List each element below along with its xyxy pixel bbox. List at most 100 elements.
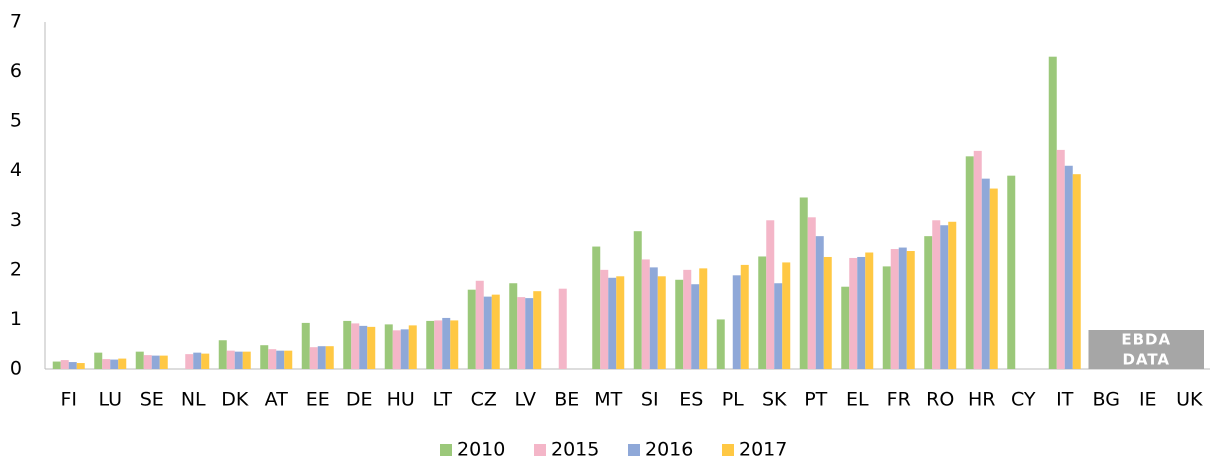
bar: [284, 350, 293, 369]
x-tick-label: EE: [306, 389, 330, 411]
x-tick-label: BG: [1093, 389, 1120, 411]
bar: [400, 329, 409, 369]
x-tick-label: PL: [722, 389, 744, 411]
bar: [94, 352, 103, 369]
bar: [823, 256, 832, 369]
y-tick-label: 7: [10, 11, 22, 33]
bar: [592, 246, 601, 369]
bar: [932, 220, 941, 369]
x-tick-label: SE: [140, 389, 164, 411]
x-tick-label: SI: [641, 389, 659, 411]
x-tick-label: LU: [98, 389, 122, 411]
annotation-text: EBDA: [1121, 331, 1171, 349]
x-tick-label: FR: [887, 389, 911, 411]
bar: [732, 275, 741, 369]
bar: [716, 319, 725, 369]
bar: [467, 289, 476, 369]
bar: [675, 279, 684, 369]
annotation-text: DATA: [1122, 351, 1170, 369]
bar: [558, 288, 567, 369]
bar: [276, 350, 285, 369]
x-tick-label: LT: [432, 389, 452, 411]
bar: [525, 298, 534, 369]
bar: [865, 252, 874, 369]
legend-label: 2015: [551, 439, 599, 461]
legend-label: 2010: [457, 439, 505, 461]
x-tick-label: BE: [554, 389, 579, 411]
bar: [841, 286, 850, 369]
legend-label: 2016: [645, 439, 693, 461]
bar: [1056, 149, 1065, 369]
bar: [483, 296, 492, 369]
x-tick-label: IT: [1056, 389, 1074, 411]
bar: [392, 330, 401, 369]
x-tick-label: RO: [926, 389, 954, 411]
x-tick-label: CY: [1011, 389, 1036, 411]
bar: [193, 352, 202, 369]
bar: [143, 355, 152, 369]
bar: [185, 354, 194, 369]
y-tick-label: 4: [10, 159, 22, 181]
legend-swatch: [628, 444, 640, 456]
bar: [600, 269, 609, 369]
x-tick-label: SK: [762, 389, 787, 411]
bar: [608, 277, 617, 369]
bar: [118, 358, 127, 369]
bar: [110, 359, 119, 369]
x-tick-label: MT: [594, 389, 622, 411]
bar: [1064, 165, 1073, 369]
bar: [517, 297, 526, 369]
bar: [807, 217, 816, 369]
legend-label: 2017: [739, 439, 787, 461]
legend-swatch: [534, 444, 546, 456]
bar: [509, 283, 518, 369]
bar: [60, 360, 69, 369]
x-tick-label: CZ: [471, 389, 497, 411]
bar: [359, 325, 368, 369]
annotation-box: [1088, 330, 1204, 369]
bar: [815, 236, 824, 369]
x-tick-label: NL: [181, 389, 206, 411]
bar: [691, 284, 700, 369]
y-tick-label: 5: [10, 110, 22, 132]
bar: [906, 251, 915, 369]
bar: [758, 256, 767, 369]
bar: [426, 320, 435, 369]
bar: [301, 322, 310, 369]
bar: [973, 150, 982, 369]
bar: [226, 350, 235, 369]
bar: [857, 256, 866, 369]
bar: [641, 259, 650, 369]
x-tick-label: LV: [515, 389, 537, 411]
bar: [799, 197, 808, 369]
bar: [965, 156, 974, 369]
bar: [740, 264, 749, 369]
bar: [898, 247, 907, 369]
bar: [384, 324, 393, 369]
bar: [491, 294, 500, 369]
bar: [1007, 175, 1016, 369]
bar: [309, 347, 318, 369]
bar: [442, 317, 451, 369]
bar: [52, 361, 61, 369]
bar: [325, 346, 334, 369]
bar: [260, 345, 269, 369]
x-tick-label: EL: [846, 389, 869, 411]
bar: [890, 249, 899, 369]
bar: [774, 283, 783, 369]
bar: [616, 276, 625, 369]
x-tick-label: IE: [1139, 389, 1157, 411]
bar: [1072, 174, 1081, 369]
bar: [882, 266, 891, 369]
bar: [102, 359, 111, 369]
x-tick-label: DK: [221, 389, 249, 411]
bar: [408, 325, 417, 369]
bar: [849, 257, 858, 369]
bar: [218, 340, 227, 369]
bar: [159, 355, 168, 369]
bar: [683, 269, 692, 369]
bar: [434, 320, 443, 369]
bar: [242, 351, 251, 369]
bar: [151, 355, 160, 369]
